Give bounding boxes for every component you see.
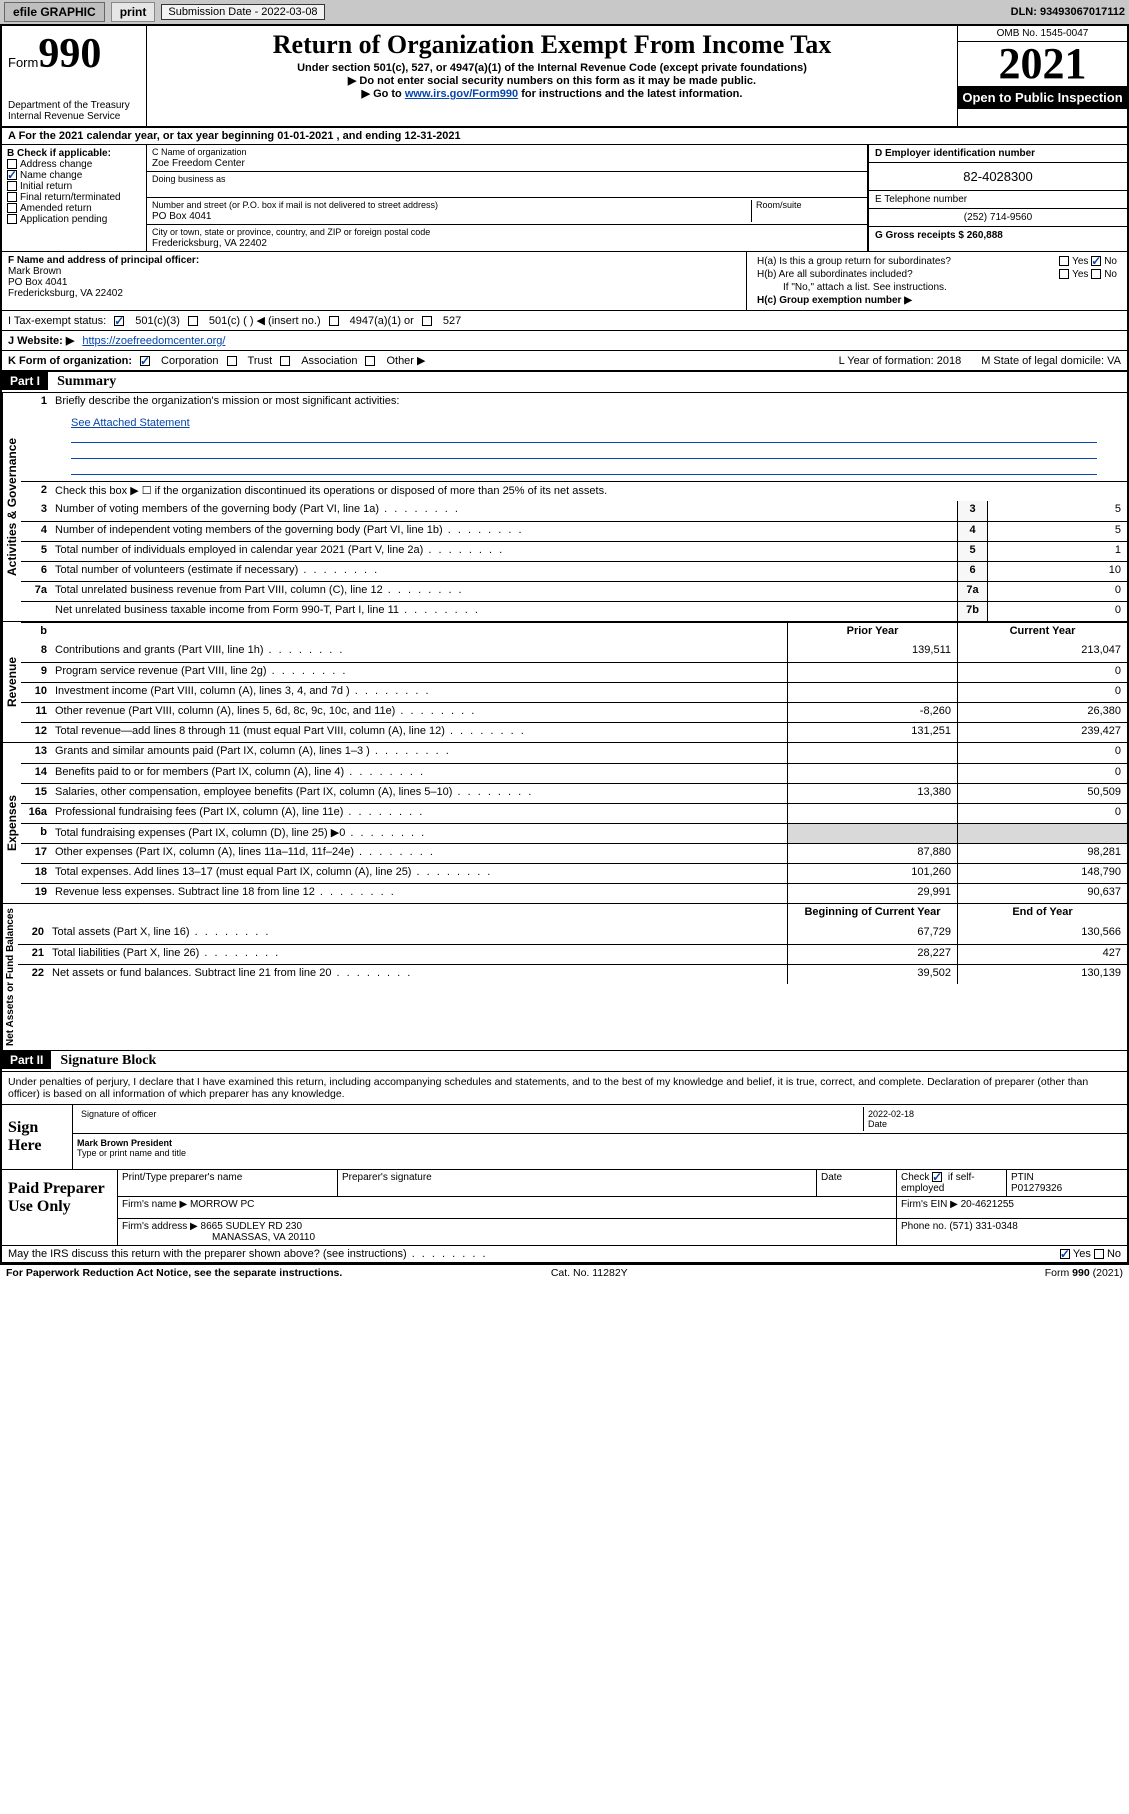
discuss-row: May the IRS discuss this return with the… (2, 1246, 1127, 1263)
ptin: P01279326 (1011, 1183, 1062, 1194)
top-toolbar: efile GRAPHIC print Submission Date - 20… (0, 0, 1129, 24)
gross-receipts: G Gross receipts $ 260,888 (875, 230, 1003, 241)
row-k: K Form of organization: Corporation Trus… (2, 351, 1127, 372)
row-j: J Website: ▶ https://zoefreedomcenter.or… (2, 331, 1127, 351)
org-name: Zoe Freedom Center (152, 158, 245, 169)
efile-label: efile GRAPHIC (4, 2, 105, 22)
firm-name: MORROW PC (190, 1199, 254, 1210)
side-netassets: Net Assets or Fund Balances (2, 904, 18, 1050)
col-c: C Name of organizationZoe Freedom Center… (147, 145, 867, 251)
discuss-no[interactable] (1094, 1249, 1104, 1259)
subtitle-3: ▶ Go to www.irs.gov/Form990 for instruct… (155, 87, 949, 100)
preparer-phone: (571) 331-0348 (949, 1221, 1017, 1232)
col-b: B Check if applicable: Address changeNam… (2, 145, 147, 251)
sign-here-block: Sign Here Signature of officer2022-02-18… (2, 1105, 1127, 1170)
part2-header: Part II Signature Block (2, 1051, 1127, 1072)
paid-preparer-block: Paid Preparer Use Only Print/Type prepar… (2, 1170, 1127, 1246)
print-button[interactable]: print (111, 2, 156, 22)
row-i: I Tax-exempt status: 501(c)(3) 501(c) ( … (2, 311, 1127, 331)
form-header: Form990 Department of the Treasury Inter… (2, 26, 1127, 128)
website-link[interactable]: https://zoefreedomcenter.org/ (82, 335, 225, 347)
tax-year: 2021 (958, 42, 1127, 86)
open-inspection: Open to Public Inspection (958, 86, 1127, 109)
part1-header: Part I Summary (2, 372, 1127, 393)
side-revenue: Revenue (2, 622, 21, 742)
col-d-e-g: D Employer identification number 82-4028… (867, 145, 1127, 251)
irs-link[interactable]: www.irs.gov/Form990 (405, 88, 518, 100)
revenue-section: Revenue bPrior YearCurrent Year 8Contrib… (2, 622, 1127, 743)
page-footer: For Paperwork Reduction Act Notice, see … (0, 1265, 1129, 1281)
form-title: Return of Organization Exempt From Incom… (155, 30, 949, 60)
form-container: Form990 Department of the Treasury Inter… (0, 24, 1129, 1265)
side-governance: Activities & Governance (2, 393, 21, 621)
officer-name: Mark Brown President (77, 1138, 1123, 1148)
block-b-c-d: B Check if applicable: Address changeNam… (2, 145, 1127, 252)
self-employed-check[interactable] (932, 1172, 942, 1182)
subtitle-2: ▶ Do not enter social security numbers o… (155, 74, 949, 87)
subtitle-1: Under section 501(c), 527, or 4947(a)(1)… (155, 62, 949, 74)
discuss-yes[interactable] (1060, 1249, 1070, 1259)
ha-no[interactable] (1091, 256, 1101, 266)
dln-label: DLN: 93493067017112 (1011, 6, 1125, 18)
mission-link[interactable]: See Attached Statement (71, 417, 190, 429)
sig-intro: Under penalties of perjury, I declare th… (2, 1072, 1127, 1105)
ein: 82-4028300 (869, 163, 1127, 191)
hb-no[interactable] (1091, 269, 1101, 279)
firm-ein: 20-4621255 (961, 1199, 1014, 1210)
form-prefix: Form (8, 55, 38, 70)
form-number: 990 (38, 31, 101, 77)
submission-date: Submission Date - 2022-03-08 (161, 4, 324, 20)
governance-section: Activities & Governance 1Briefly describ… (2, 393, 1127, 622)
dept-label: Department of the Treasury Internal Reve… (8, 100, 140, 122)
org-city: Fredericksburg, VA 22402 (152, 238, 267, 249)
row-a: A For the 2021 calendar year, or tax yea… (2, 128, 1127, 145)
org-address: PO Box 4041 (152, 211, 211, 222)
netassets-section: Net Assets or Fund Balances Beginning of… (2, 904, 1127, 1051)
expenses-section: Expenses 13Grants and similar amounts pa… (2, 743, 1127, 904)
phone: (252) 714-9560 (869, 209, 1127, 227)
501c3-check[interactable] (114, 316, 124, 326)
side-expenses: Expenses (2, 743, 21, 903)
hb-yes[interactable] (1059, 269, 1069, 279)
row-f-h: F Name and address of principal officer:… (2, 252, 1127, 311)
ha-yes[interactable] (1059, 256, 1069, 266)
